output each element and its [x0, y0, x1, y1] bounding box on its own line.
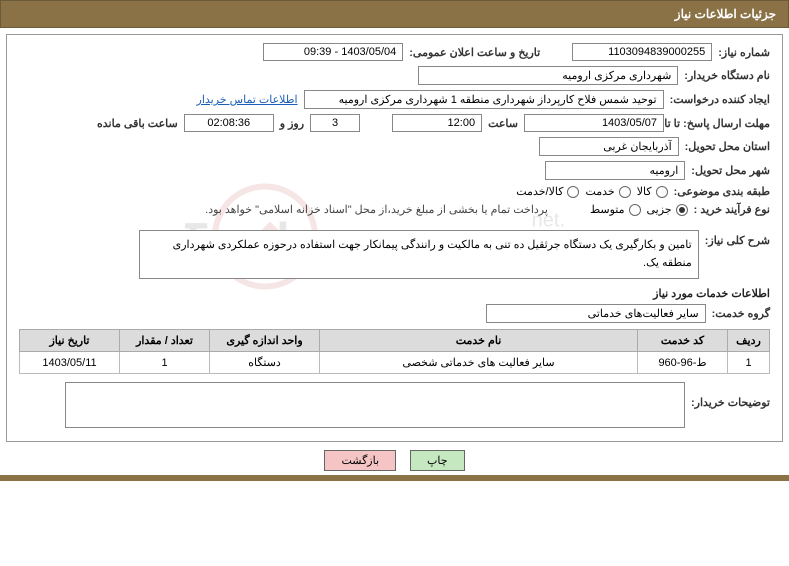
services-table: ردیف کد خدمت نام خدمت واحد اندازه گیری ت… — [19, 329, 770, 374]
city-field: ارومیه — [545, 161, 685, 180]
row-need-no: شماره نیاز: 1103094839000255 تاریخ و ساع… — [19, 43, 770, 61]
radio-mixed[interactable]: کالا/خدمت — [516, 185, 579, 198]
buyer-org-label: نام دستگاه خریدار: — [684, 69, 770, 82]
desc-label: شرح کلی نیاز: — [705, 230, 770, 247]
desc-field: تامین و بکارگیری یک دستگاه جرثقیل ده تنی… — [139, 230, 699, 279]
buyer-notes-label: توضیحات خریدار: — [691, 382, 770, 409]
buyer-notes-field — [65, 382, 685, 428]
announce-label: تاریخ و ساعت اعلان عمومی: — [409, 46, 540, 59]
radio-mid-label: متوسط — [590, 203, 625, 216]
radio-mid[interactable]: متوسط — [590, 203, 641, 216]
row-requester: ایجاد کننده درخواست: توحید شمس فلاح کارپ… — [19, 90, 770, 109]
page-header: جزئیات اطلاعات نیاز — [0, 0, 789, 28]
radio-partial-label: جزیی — [647, 203, 672, 216]
need-no-field: 1103094839000255 — [572, 43, 712, 61]
row-service-group: گروه خدمت: سایر فعالیت‌های خدماتی — [19, 304, 770, 323]
main-container: AriaTender .net شماره نیاز: 110309483900… — [6, 34, 783, 442]
deadline-label: مهلت ارسال پاسخ: تا تاریخ: — [670, 117, 770, 130]
footer-bar — [0, 475, 789, 481]
days-and-label: روز و — [280, 117, 304, 130]
service-group-field: سایر فعالیت‌های خدماتی — [486, 304, 706, 323]
row-buyer-org: نام دستگاه خریدار: شهرداری مرکزی ارومیه — [19, 66, 770, 85]
td-name: سایر فعالیت های خدماتی شخصی — [320, 352, 638, 374]
time-label: ساعت — [488, 117, 518, 130]
announce-field: 1403/05/04 - 09:39 — [263, 43, 403, 61]
row-province: استان محل تحویل: آذربایجان غربی — [19, 137, 770, 156]
radio-icon — [567, 186, 579, 198]
th-code: کد خدمت — [638, 330, 728, 352]
row-deadline: مهلت ارسال پاسخ: تا تاریخ: 1403/05/07 سا… — [19, 114, 770, 132]
province-field: آذربایجان غربی — [539, 137, 679, 156]
back-button[interactable]: بازگشت — [324, 450, 396, 471]
td-qty: 1 — [120, 352, 210, 374]
requester-label: ایجاد کننده درخواست: — [670, 93, 770, 106]
radio-service[interactable]: خدمت — [585, 185, 630, 198]
requester-field: توحید شمس فلاح کارپرداز شهرداری منطقه 1 … — [304, 90, 664, 109]
radio-icon — [676, 204, 688, 216]
remain-time-field: 02:08:36 — [184, 114, 274, 132]
th-name: نام خدمت — [320, 330, 638, 352]
city-label: شهر محل تحویل: — [691, 164, 770, 177]
province-label: استان محل تحویل: — [685, 140, 770, 153]
row-process: نوع فرآیند خرید : جزیی متوسط پرداخت تمام… — [19, 203, 770, 216]
deadline-time-field: 12:00 — [392, 114, 482, 132]
page-title: جزئیات اطلاعات نیاز — [675, 7, 776, 21]
row-city: شهر محل تحویل: ارومیه — [19, 161, 770, 180]
contact-link[interactable]: اطلاعات تماس خریدار — [197, 93, 298, 106]
radio-icon — [629, 204, 641, 216]
row-desc: شرح کلی نیاز: تامین و بکارگیری یک دستگاه… — [19, 230, 770, 279]
th-row: ردیف — [728, 330, 770, 352]
radio-goods[interactable]: کالا — [637, 185, 668, 198]
td-row: 1 — [728, 352, 770, 374]
table-row: 1 ط-96-960 سایر فعالیت های خدماتی شخصی د… — [20, 352, 770, 374]
services-info-title: اطلاعات خدمات مورد نیاز — [19, 287, 770, 300]
button-row: چاپ بازگشت — [0, 450, 789, 471]
need-no-label: شماره نیاز: — [718, 46, 770, 59]
table-header-row: ردیف کد خدمت نام خدمت واحد اندازه گیری ت… — [20, 330, 770, 352]
th-unit: واحد اندازه گیری — [210, 330, 320, 352]
td-code: ط-96-960 — [638, 352, 728, 374]
radio-mixed-label: کالا/خدمت — [516, 185, 563, 198]
days-field: 3 — [310, 114, 360, 132]
buyer-org-field: شهرداری مرکزی ارومیه — [418, 66, 678, 85]
category-label: طبقه بندی موضوعی: — [674, 185, 770, 198]
td-unit: دستگاه — [210, 352, 320, 374]
remain-label: ساعت باقی مانده — [97, 117, 178, 130]
radio-goods-label: کالا — [637, 185, 652, 198]
td-date: 1403/05/11 — [20, 352, 120, 374]
payment-note: پرداخت تمام یا بخشی از مبلغ خرید،از محل … — [205, 203, 548, 216]
radio-icon — [656, 186, 668, 198]
service-group-label: گروه خدمت: — [712, 307, 770, 320]
th-date: تاریخ نیاز — [20, 330, 120, 352]
radio-service-label: خدمت — [585, 185, 614, 198]
row-buyer-notes: توضیحات خریدار: — [19, 382, 770, 428]
radio-partial[interactable]: جزیی — [647, 203, 688, 216]
th-qty: تعداد / مقدار — [120, 330, 210, 352]
row-category: طبقه بندی موضوعی: کالا خدمت کالا/خدمت — [19, 185, 770, 198]
radio-icon — [619, 186, 631, 198]
process-label: نوع فرآیند خرید : — [694, 203, 770, 216]
print-button[interactable]: چاپ — [410, 450, 465, 471]
deadline-date-field: 1403/05/07 — [524, 114, 664, 132]
